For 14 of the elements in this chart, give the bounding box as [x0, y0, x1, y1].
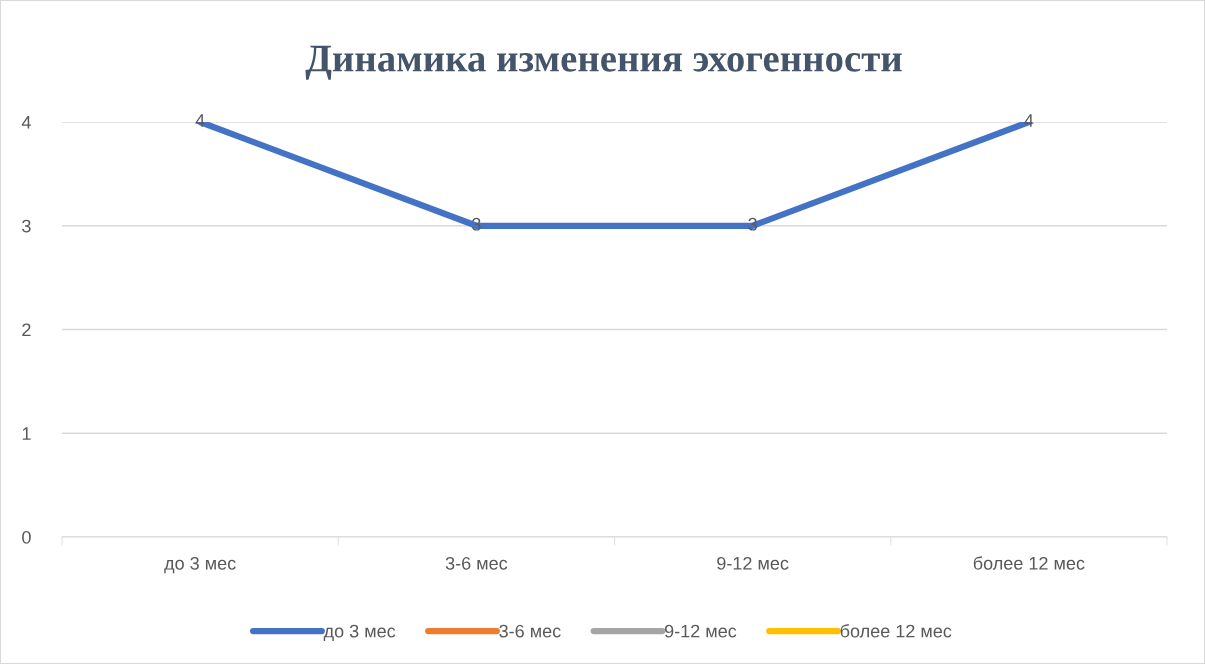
legend-label: до 3 мес	[323, 624, 396, 641]
chart-title: Динамика изменения эхогенности	[305, 45, 902, 80]
y-tick-label: 2	[22, 323, 31, 337]
legend-label: более 12 мес	[840, 624, 952, 638]
x-tick-label: 3-6 мес	[445, 556, 508, 570]
x-tick-label: более 12 мес	[973, 556, 1085, 570]
legend-label: 9-12 мес	[664, 624, 737, 638]
y-tick-label: 3	[22, 219, 31, 233]
y-tick-label: 0	[22, 530, 31, 544]
y-tick-label: 4	[21, 116, 31, 129]
x-tick-label: 9-12 мес	[717, 556, 789, 570]
x-tick-label: до 3 мес	[164, 556, 236, 574]
y-tick-label: 1	[22, 427, 31, 440]
legend-label: 3-6 мес	[499, 624, 561, 638]
